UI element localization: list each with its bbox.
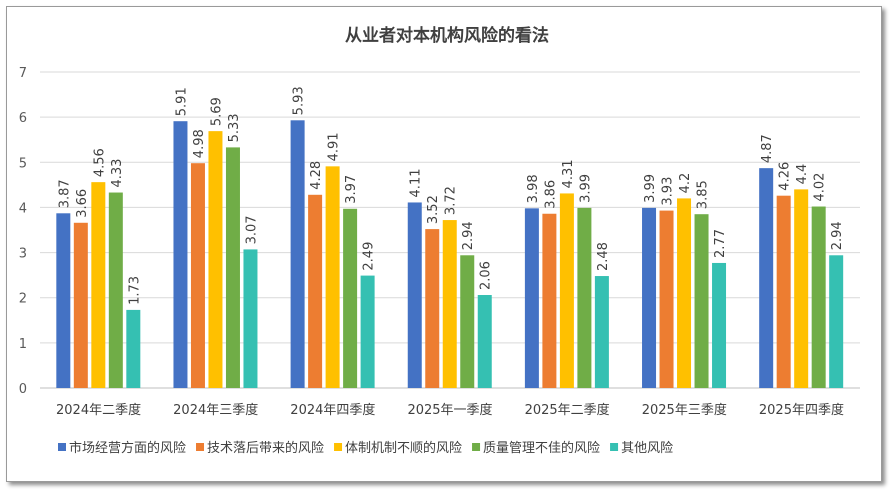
x-tick-label: 2025年二季度 [525,402,610,418]
bar [794,189,809,388]
data-label: 2.94 [830,221,845,250]
x-tick-label: 2024年四季度 [290,402,375,418]
data-label: 4.91 [327,132,342,161]
bar [776,195,791,388]
legend-label: 技术落后带来的风险 [207,440,324,456]
legend-swatch [610,443,619,451]
bar [407,202,422,388]
data-label: 3.99 [578,174,593,203]
bar [811,206,826,388]
bar [524,208,539,388]
bar [173,121,188,388]
bar [559,193,574,388]
bar [126,309,141,388]
data-label: 4.33 [110,159,125,188]
data-label: 3.86 [543,180,558,209]
data-label: 3.72 [444,186,459,215]
y-tick-label: 6 [19,111,27,126]
bar [290,120,305,388]
data-label: 3.85 [696,180,711,209]
bar [208,131,223,388]
data-label: 3.93 [661,177,676,206]
x-tick-label: 2024年三季度 [173,402,258,418]
bar [477,295,492,388]
legend-swatch [58,443,66,451]
bar [577,207,592,388]
bar [829,255,844,388]
y-tick-label: 0 [19,382,27,397]
bar [759,168,774,388]
x-tick-label: 2024年二季度 [56,402,141,418]
data-label: 4.28 [309,161,324,190]
legend-label: 其他风险 [621,441,673,456]
data-label: 3.99 [643,174,658,203]
data-label: 4.87 [760,134,775,163]
bar [712,262,727,388]
x-tick-label: 2025年三季度 [642,402,727,418]
data-label: 4.98 [192,129,207,158]
y-tick-label: 2 [19,292,27,307]
data-label: 4.4 [795,164,810,185]
data-label: 4.26 [778,162,793,191]
data-label: 5.93 [292,86,307,115]
data-label: 5.33 [227,113,242,142]
bar [360,275,375,388]
bar [659,210,674,388]
data-label: 4.2 [678,173,693,194]
data-label: 3.97 [344,175,359,204]
bar [73,222,88,388]
bar [425,229,440,388]
bar [460,255,475,388]
data-label: 5.69 [209,97,224,126]
legend-label: 市场经营方面的风险 [69,440,186,456]
data-label: 4.56 [92,148,107,177]
y-tick-label: 7 [19,66,27,81]
bar [225,147,240,388]
bar [325,166,340,388]
bar [308,194,323,388]
bar [243,249,258,388]
data-label: 2.49 [362,242,377,271]
bar [642,207,657,388]
legend-swatch [472,443,481,451]
legend-label: 体制机制不顺的风险 [345,440,462,456]
bar [343,208,358,388]
x-tick-label: 2025年一季度 [407,402,492,418]
data-label: 3.52 [426,195,441,224]
y-tick-label: 5 [19,156,27,171]
data-label: 3.07 [244,215,259,244]
data-label: 4.31 [561,159,576,188]
legend-swatch [196,443,205,451]
legend-label: 质量管理不佳的风险 [483,440,600,456]
data-label: 2.48 [596,242,611,271]
x-tick-label: 2025年四季度 [759,402,844,418]
bar [190,163,205,388]
data-label: 3.98 [526,174,541,203]
bar [594,276,609,388]
legend-swatch [334,443,343,451]
bar [442,220,457,388]
y-tick-label: 1 [19,337,27,352]
data-label: 3.66 [75,189,90,218]
bar [542,213,557,388]
data-label: 1.73 [127,276,142,305]
data-label: 4.11 [409,169,424,198]
y-tick-label: 3 [19,247,27,262]
data-label: 5.91 [174,87,189,116]
bar [108,192,123,388]
y-tick-label: 4 [19,201,27,216]
data-label: 2.06 [479,261,494,290]
bar [91,182,106,388]
data-label: 3.87 [57,179,72,208]
data-label: 2.94 [461,221,476,250]
chart-title: 从业者对本机构风险的看法 [345,25,549,46]
bar [694,214,709,388]
bar [677,198,692,388]
bar [56,213,71,388]
data-label: 4.02 [813,173,828,202]
data-label: 2.77 [713,229,728,258]
